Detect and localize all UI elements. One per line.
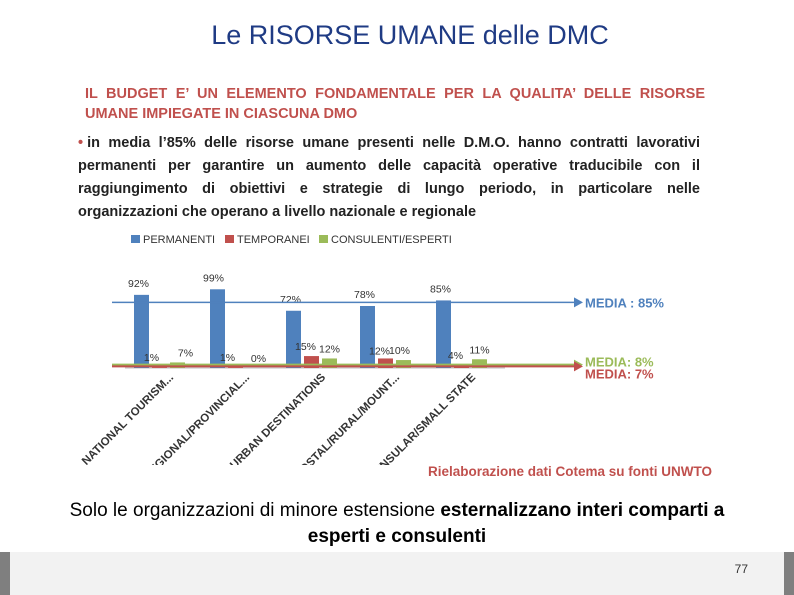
reference-label-1: MEDIA: 8% xyxy=(585,355,654,370)
caption-bold: esternalizzano interi comparti a esperti… xyxy=(307,500,725,547)
legend-label-1: TEMPORANEI xyxy=(237,234,310,246)
bar-0-4 xyxy=(436,300,451,368)
footer-panel xyxy=(10,552,784,595)
bar-1-2 xyxy=(304,356,319,368)
chart-source: Rielaborazione dati Cotema su fonti UNWT… xyxy=(428,464,713,479)
data-label-1-4: 4% xyxy=(448,350,463,362)
data-label-0-4: 85% xyxy=(430,283,451,295)
data-label-2-1: 0% xyxy=(251,353,266,365)
bar-1-1 xyxy=(228,367,243,368)
intro-line-3: raggiungimento di obiettivi e strategie … xyxy=(78,181,700,197)
slide-title: Le RISORSE UMANE delle DMC xyxy=(211,20,609,50)
intro-line-1b: hanno contratti lavorativi xyxy=(518,135,701,151)
data-label-0-3: 78% xyxy=(354,289,375,301)
bar-1-3 xyxy=(378,358,393,368)
category-label-0: NATIONAL TOURISM... xyxy=(80,372,176,465)
data-label-2-3: 10% xyxy=(389,345,410,357)
reference-label-2: MEDIA: 7% xyxy=(585,366,654,381)
bar-0-0 xyxy=(134,294,149,368)
data-label-0-1: 99% xyxy=(203,272,224,284)
data-label-2-4: 11% xyxy=(469,344,489,356)
bar-0-3 xyxy=(360,305,375,368)
legend-label-0: PERMANENTI xyxy=(143,234,215,246)
caption-plain: Solo le organizzazioni di minore estensi… xyxy=(69,500,441,521)
intro-line-2: permanenti per garantire un aumento dell… xyxy=(78,158,700,174)
data-label-2-2: 12% xyxy=(319,343,340,355)
bar-2-4 xyxy=(472,359,487,368)
page-number: 77 xyxy=(734,562,748,576)
legend-label-2: CONSULENTI/ESPERTI xyxy=(331,234,452,246)
footer-bar xyxy=(0,552,794,595)
bar-2-2 xyxy=(322,358,337,368)
data-label-0-0: 92% xyxy=(128,278,149,290)
data-label-1-3: 12% xyxy=(369,345,390,357)
slide-caption: Solo le organizzazioni di minore estensi… xyxy=(40,498,754,550)
reference-label-0: MEDIA : 85% xyxy=(585,295,664,310)
data-label-1-2: 15% xyxy=(295,341,316,353)
bar-1-0 xyxy=(152,367,167,368)
legend-swatch-0 xyxy=(131,235,140,243)
bar-0-2 xyxy=(286,310,301,368)
reference-arrow-0 xyxy=(574,297,583,308)
section-heading: IL BUDGET E’ UN ELEMENTO FONDAMENTALE PE… xyxy=(85,84,705,124)
bullet-icon: • xyxy=(78,135,84,151)
legend-swatch-2 xyxy=(319,235,328,243)
bar-0-1 xyxy=(210,289,225,368)
bar-chart: PERMANENTI TEMPORANEI CONSULENTI/ESPERTI 92… xyxy=(80,234,664,465)
data-label-1-1: 1% xyxy=(220,352,235,364)
data-label-2-0: 7% xyxy=(178,347,193,359)
intro-line-1: • in media l’85% delle risorse umane pres… xyxy=(78,132,700,155)
intro-line-4: organizzazioni che operano a livello naz… xyxy=(78,204,477,220)
intro-paragraph: • in media l’85% delle risorse umane pres… xyxy=(78,132,700,224)
heading-line-2: UMANE IMPIEGATE IN CIASCUNA DMO xyxy=(85,106,358,122)
heading-line-1: IL BUDGET E’ UN ELEMENTO FONDAMENTALE PE… xyxy=(85,86,705,102)
reference-arrow-2 xyxy=(574,361,583,372)
data-label-0-2: 72% xyxy=(280,294,301,306)
intro-line-1a: in media l’85% delle risorse umane prese… xyxy=(87,135,510,151)
data-label-1-0: 1% xyxy=(144,352,159,364)
legend-swatch-1 xyxy=(225,235,234,243)
